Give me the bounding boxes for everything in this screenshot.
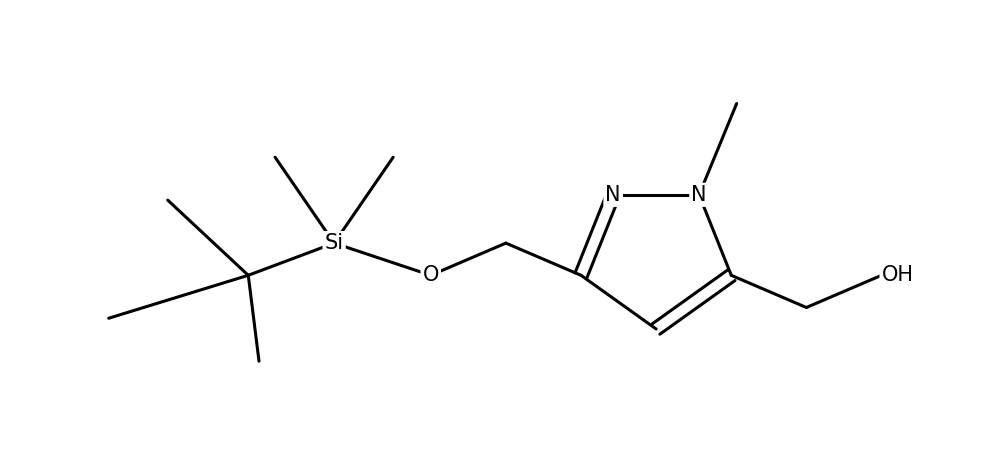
Text: N: N (606, 185, 621, 205)
Text: OH: OH (882, 265, 914, 285)
Text: N: N (692, 185, 707, 205)
Text: O: O (422, 265, 438, 285)
Text: Si: Si (324, 233, 343, 253)
